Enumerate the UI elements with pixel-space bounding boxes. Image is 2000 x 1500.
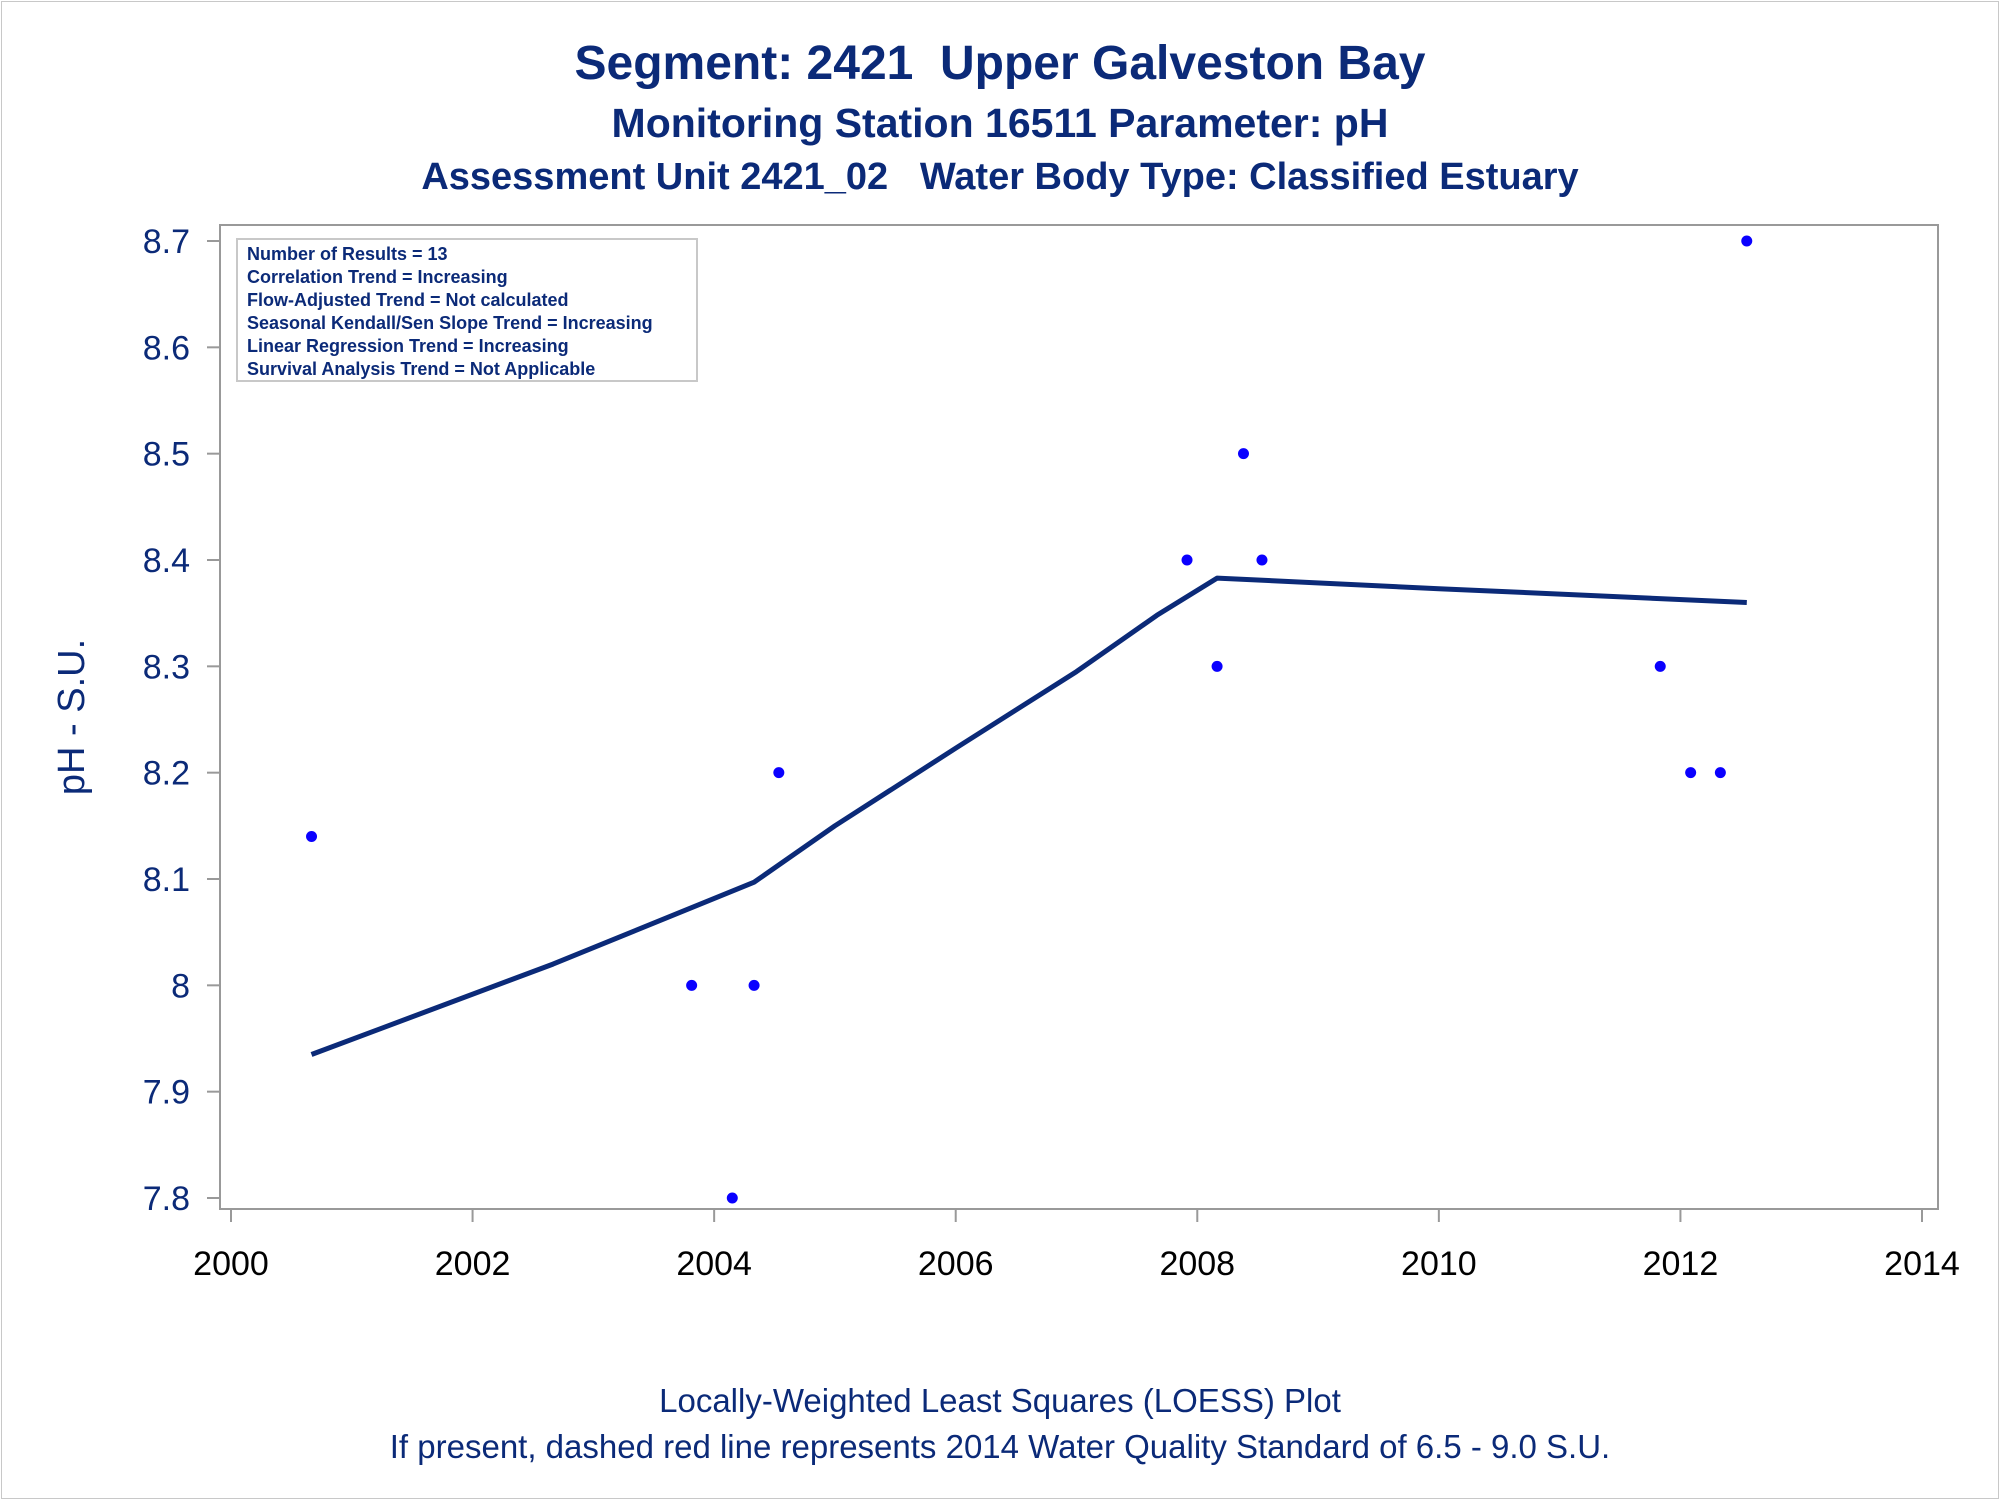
stats-line: Seasonal Kendall/Sen Slope Trend = Incre…: [247, 313, 653, 333]
data-point: [1741, 235, 1753, 247]
stats-box: Number of Results = 13 Correlation Trend …: [236, 238, 698, 382]
y-tick-label: 7.9: [143, 1074, 190, 1112]
plot-area: [219, 224, 1939, 1210]
x-tick-label: 2002: [435, 1245, 511, 1283]
y-tick-label: 8.4: [143, 542, 190, 580]
x-axis: 2000 2002 2004 2006 2008 2010 2012 2014: [193, 1209, 1960, 1283]
data-point: [1685, 767, 1697, 779]
chart-subtitle-2: Assessment Unit 2421_02 Water Body Type:…: [421, 156, 1579, 198]
y-tick-label: 7.8: [143, 1180, 190, 1218]
footnote-loess: Locally-Weighted Least Squares (LOESS) P…: [659, 1382, 1341, 1419]
x-tick-label: 2004: [676, 1245, 752, 1283]
stats-line: Number of Results = 13: [247, 244, 448, 264]
x-tick-label: 2010: [1401, 1245, 1477, 1283]
x-tick-label: 2008: [1159, 1245, 1235, 1283]
chart-subtitle: Monitoring Station 16511 Parameter: pH: [611, 100, 1389, 146]
stats-box-frame: [236, 238, 698, 382]
y-tick-label: 8: [171, 967, 190, 1005]
y-tick-label: 8.3: [143, 648, 190, 686]
loess-line: [310, 575, 1747, 1057]
stats-line: Survival Analysis Trend = Not Applicable: [247, 359, 595, 379]
data-point: [686, 979, 698, 991]
x-tick-label: 2012: [1643, 1245, 1719, 1283]
points-layer: [306, 235, 1753, 1204]
stats-line: Flow-Adjusted Trend = Not calculated: [247, 290, 569, 310]
chart-title: Segment: 2421 Upper Galveston Bay: [574, 37, 1426, 90]
data-point: [306, 830, 318, 842]
stats-line: Correlation Trend = Increasing: [247, 267, 508, 287]
data-point: [1714, 767, 1726, 779]
footnote-standard: If present, dashed red line represents 2…: [389, 1428, 1611, 1465]
data-point: [1211, 660, 1223, 672]
data-point: [773, 767, 785, 779]
data-point: [726, 1192, 738, 1204]
x-tick-label: 2000: [193, 1245, 269, 1283]
y-tick-label: 8.1: [143, 861, 190, 899]
data-point: [748, 979, 760, 991]
y-tick-label: 8.5: [143, 436, 190, 474]
stats-line: Linear Regression Trend = Increasing: [247, 336, 569, 356]
loess-layer: [310, 575, 1747, 1057]
y-tick-label: 8.2: [143, 755, 190, 793]
x-tick-label: 2006: [918, 1245, 994, 1283]
y-tick-label: 8.7: [143, 223, 190, 261]
data-point: [1237, 448, 1249, 460]
y-axis-label: pH - S.U.: [51, 639, 93, 795]
data-point: [1654, 660, 1666, 672]
y-tick-label: 8.6: [143, 329, 190, 367]
y-axis: 7.8 7.9 8 8.1 8.2 8.3 8.4 8.5 8.6 8.7: [143, 223, 220, 1218]
x-tick-label: 2014: [1884, 1245, 1960, 1283]
data-point: [1181, 554, 1193, 566]
data-point: [1256, 554, 1268, 566]
